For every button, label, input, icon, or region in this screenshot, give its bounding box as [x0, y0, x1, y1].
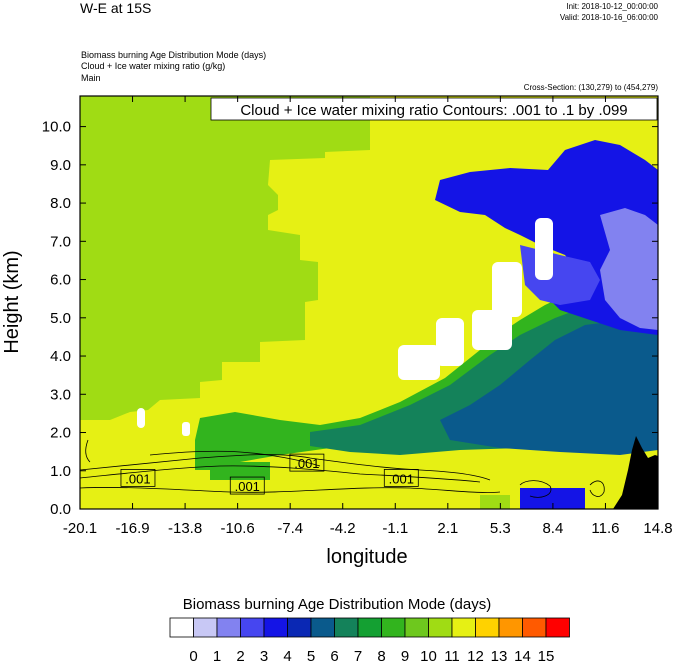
colorbar-swatch — [498, 617, 523, 638]
contour-lines — [80, 439, 605, 498]
x-tick-label: 2.1 — [437, 520, 458, 537]
contour-labels: .001 .001 .001 .001 — [120, 453, 419, 495]
field-surface-lightgreen — [480, 495, 510, 509]
colorbar-swatch — [381, 617, 406, 638]
colorbar-swatch — [263, 617, 288, 638]
colorbar-label: 6 — [330, 648, 338, 665]
y-tick-label: 1.0 — [50, 463, 71, 480]
chart-title: Cloud + Ice water mixing ratio Contours:… — [240, 102, 627, 119]
colorbar-label: 7 — [354, 648, 362, 665]
x-axis-label: longitude — [326, 546, 407, 568]
y-tick-label: 5.0 — [50, 310, 71, 327]
y-tick-label: 8.0 — [50, 195, 71, 212]
x-axis: -20.1 -16.9 -13.8 -10.6 -7.4 -4.2 -1.1 2.1 5.3 8.… — [63, 96, 673, 537]
colorbar-swatch — [193, 617, 218, 638]
x-tick-label: -13.8 — [168, 520, 202, 537]
colorbar-title: Biomass burning Age Distribution Mode (d… — [182, 596, 492, 613]
field-region-upper-west — [80, 96, 370, 420]
colorbar-swatch — [216, 617, 241, 638]
y-tick-label: 3.0 — [50, 386, 71, 403]
field-region-upper-east-light — [600, 208, 658, 330]
contour-label-box — [229, 476, 265, 495]
x-tick-label: -16.9 — [115, 520, 149, 537]
y-axis-label: Height (km) — [1, 250, 23, 353]
x-tick-label: -20.1 — [63, 520, 97, 537]
colorbar: 0 1 2 3 4 5 6 7 8 9 10 11 12 13 14 15 — [169, 617, 570, 665]
colorbar-label: 5 — [307, 648, 315, 665]
x-tick-label: -1.1 — [382, 520, 408, 537]
y-tick-label: 0.0 — [50, 501, 71, 518]
x-tick-label: -10.6 — [221, 520, 255, 537]
colorbar-label: 4 — [283, 648, 291, 665]
y-tick-label: 9.0 — [50, 157, 71, 174]
colorbar-swatch — [334, 617, 359, 638]
x-tick-label: 14.8 — [643, 520, 672, 537]
y-tick-label: 6.0 — [50, 272, 71, 289]
colorbar-swatch — [357, 617, 382, 638]
init-time: Init: 2018-10-12_00:00:00 — [566, 2, 658, 11]
y-tick-label: 4.0 — [50, 348, 71, 365]
colorbar-swatch — [428, 617, 453, 638]
main-title: W-E at 15S — [80, 0, 152, 16]
field-missing-values — [137, 218, 553, 436]
y-tick-label: 7.0 — [50, 233, 71, 250]
colorbar-label: 8 — [377, 648, 385, 665]
y-tick-label: 10.0 — [42, 119, 71, 136]
colorbar-label: 13 — [491, 648, 508, 665]
field-label-main: Main — [81, 73, 101, 83]
valid-time: Valid: 2018-10-16_06:00:00 — [559, 13, 658, 22]
y-axis: 0.0 1.0 2.0 3.0 4.0 5.0 6.0 7.0 8.0 9.0 10.0 — [42, 119, 658, 518]
colorbar-label: 0 — [189, 648, 197, 665]
colorbar-label: 1 — [213, 648, 221, 665]
contour-label: .001 — [294, 456, 319, 471]
x-tick-label: 11.6 — [591, 520, 619, 537]
plot-frame — [79, 95, 659, 510]
x-tick-label: -4.2 — [330, 520, 356, 537]
x-tick-label: -7.4 — [277, 520, 303, 537]
colorbar-swatch — [169, 617, 194, 638]
colorbar-swatch — [240, 617, 265, 638]
colorbar-swatch — [287, 617, 312, 638]
field-region-plume-core — [440, 320, 658, 455]
x-tick-label: 5.3 — [490, 520, 511, 537]
colorbar-swatch — [404, 617, 429, 638]
colorbar-swatch — [451, 617, 476, 638]
contour-label-box — [120, 469, 156, 487]
colorbar-label: 12 — [467, 648, 484, 665]
chart-title-box — [210, 97, 658, 121]
colorbar-swatch — [475, 617, 500, 638]
x-tick-label: 8.4 — [542, 520, 563, 537]
colorbar-swatch — [522, 617, 547, 638]
colorbar-label: 11 — [444, 648, 460, 665]
contour-label: .001 — [125, 471, 150, 486]
contour-label-box — [289, 453, 325, 472]
y-tick-label: 2.0 — [50, 425, 71, 442]
contour-label-box — [383, 469, 419, 487]
field-label-cloud-ice: Cloud + Ice water mixing ratio (g/kg) — [81, 61, 226, 71]
colorbar-label: 14 — [514, 648, 531, 665]
colorbar-label: 10 — [420, 648, 437, 665]
colorbar-swatch — [310, 617, 335, 638]
contour-label: .001 — [389, 471, 414, 486]
heatmap-field — [80, 96, 658, 509]
terrain — [613, 436, 658, 509]
cross-section-label: Cross-Section: (130,279) to (454,279) — [523, 83, 658, 92]
colorbar-label: 3 — [260, 648, 268, 665]
contour-label: .001 — [235, 479, 260, 494]
colorbar-label: 2 — [236, 648, 244, 665]
field-label-biomass: Biomass burning Age Distribution Mode (d… — [81, 50, 267, 60]
field-surface-blue — [520, 488, 585, 509]
colorbar-label: 15 — [538, 648, 555, 665]
colorbar-label: 9 — [401, 648, 409, 665]
colorbar-swatch — [545, 617, 570, 638]
